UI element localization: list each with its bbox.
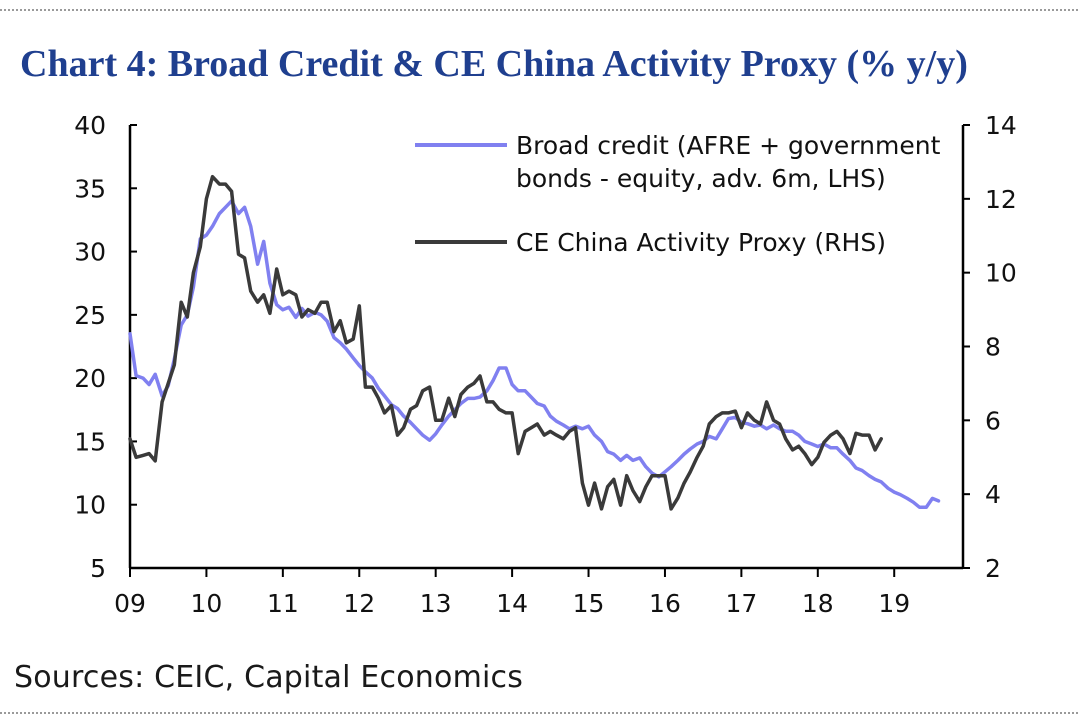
activity-proxy-line [128,174,883,511]
series-lines [128,174,941,511]
left-tick-label: 25 [74,301,106,330]
right-tick-label: 6 [985,406,1001,435]
legend-broad-credit-label: bonds - equity, adv. 6m, LHS) [516,164,886,193]
axes: 5 10 15 20 25 30 35 40 2 4 6 8 10 12 14 09 10 11 12 13 14 15 1… [74,111,1017,618]
right-tick-label: 12 [985,185,1017,214]
x-tick-label: 13 [420,589,452,618]
sources-note: Sources: CEIC, Capital Economics [14,660,524,695]
right-tick-label: 8 [985,333,1001,362]
right-tick-label: 10 [985,259,1017,288]
left-tick-label: 40 [74,111,106,140]
broad-credit-line [128,199,941,509]
x-tick-label: 09 [114,589,146,618]
x-tick-label: 15 [573,589,605,618]
x-tick-label: 19 [878,589,910,618]
top-divider [0,9,1078,11]
bottom-divider [0,712,1078,714]
left-tick-label: 15 [74,427,106,456]
x-tick-label: 11 [267,589,299,618]
right-tick-label: 4 [985,480,1001,509]
x-tick-label: 17 [725,589,757,618]
legend-broad-credit-label: Broad credit (AFRE + government [516,131,941,160]
x-tick-label: 14 [496,589,528,618]
x-tick-label: 18 [802,589,834,618]
right-tick-label: 2 [985,554,1001,583]
left-tick-label: 30 [74,238,106,267]
right-tick-label: 14 [985,111,1017,140]
left-tick-label: 10 [74,491,106,520]
legend: Broad credit (AFRE + government bonds - e… [415,131,941,257]
x-tick-label: 16 [649,589,681,618]
left-tick-label: 20 [74,364,106,393]
left-tick-label: 35 [74,174,106,203]
left-tick-label: 5 [90,554,106,583]
x-tick-label: 12 [343,589,375,618]
chart-title: Chart 4: Broad Credit & CE China Activit… [20,43,968,85]
x-tick-label: 10 [191,589,223,618]
legend-activity-proxy-label: CE China Activity Proxy (RHS) [516,228,886,257]
